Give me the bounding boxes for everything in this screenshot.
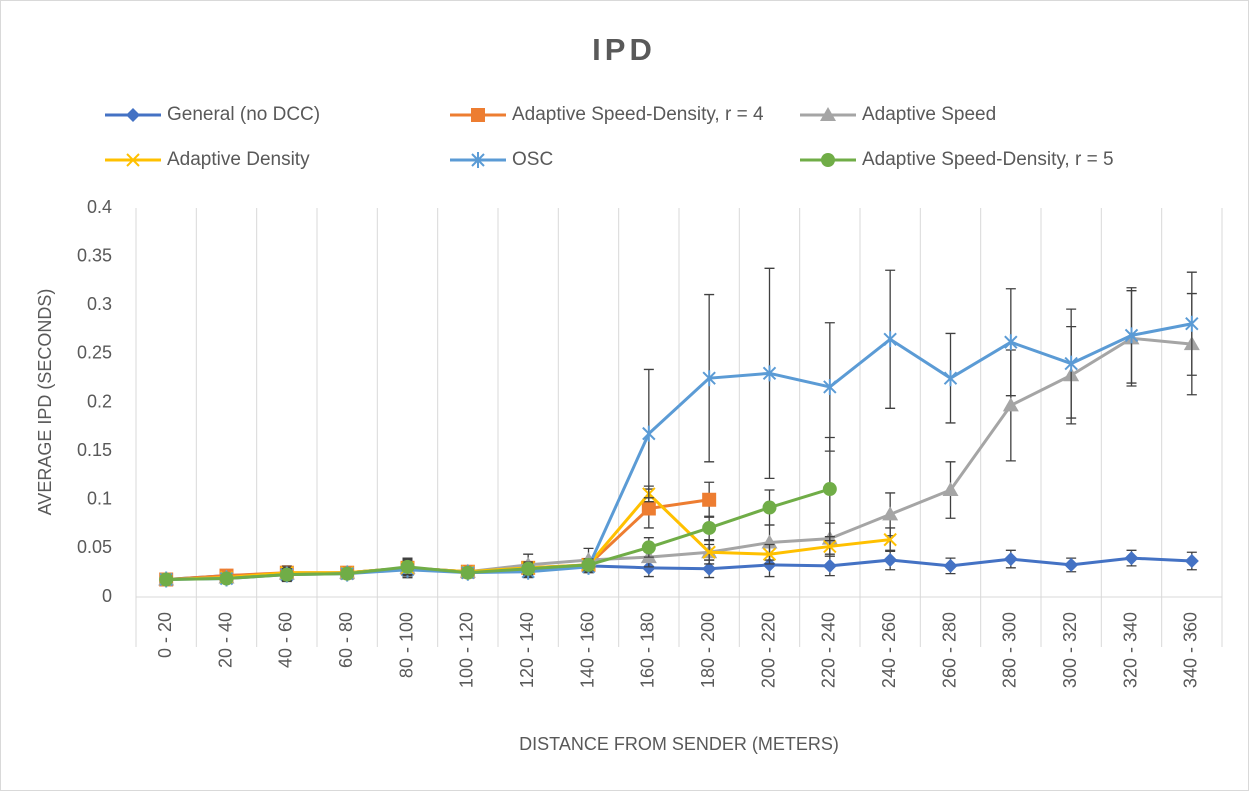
marker [823,539,837,554]
y-tick-label: 0.25 [77,343,112,363]
marker [1124,551,1139,566]
y-tick-label: 0.4 [87,197,112,217]
y-tick-label: 0.3 [87,294,112,314]
marker [1124,327,1139,344]
legend-label: Adaptive Speed [862,104,996,125]
legend-marker [126,153,140,167]
x-tick-label: 120 - 140 [517,612,537,688]
y-tick-label: 0.15 [77,440,112,460]
marker [159,572,174,587]
marker [883,532,897,547]
marker [340,566,355,581]
x-tick-label: 80 - 100 [396,612,416,678]
legend-label: Adaptive Speed-Density, r = 5 [862,149,1114,170]
x-tick-label: 260 - 280 [939,612,959,688]
marker [883,331,897,348]
legend-label: General (no DCC) [167,104,320,125]
x-tick-label: 300 - 320 [1060,612,1080,688]
legend-label: OSC [512,149,553,170]
marker [641,540,656,555]
marker [279,567,294,582]
x-tick-label: 160 - 180 [638,612,658,688]
chart-title: IPD [592,32,656,67]
marker [702,492,717,507]
y-tick-label: 0.1 [87,489,112,509]
x-tick-label: 20 - 40 [215,612,235,668]
marker [219,571,234,586]
marker [1064,557,1079,572]
x-tick-label: 0 - 20 [155,612,175,658]
marker [1185,315,1199,332]
x-tick-label: 60 - 80 [336,612,356,668]
legend-marker [820,107,836,121]
legend-marker [471,152,485,168]
marker [943,370,958,387]
marker [702,370,716,387]
marker [822,482,837,497]
marker [1184,554,1199,569]
marker [822,558,837,573]
marker [883,553,898,568]
marker [581,557,596,572]
x-axis-label: DISTANCE FROM SENDER (METERS) [519,734,839,754]
x-tick-label: 140 - 160 [577,612,597,688]
y-axis-label: AVERAGE IPD (SECONDS) [35,289,55,516]
marker [762,365,777,382]
marker [1003,552,1018,567]
y-tick-label: 0.2 [87,391,112,411]
marker [762,500,777,515]
y-tick-label: 0 [102,586,112,606]
series-line [166,487,831,581]
legend-marker [821,153,835,167]
x-tick-label: 220 - 240 [819,612,839,688]
x-tick-label: 280 - 300 [1000,612,1020,688]
marker [943,558,958,573]
marker [641,501,656,516]
legend-marker [126,108,140,122]
legend-label: Adaptive Speed-Density, r = 4 [512,104,764,125]
marker [702,561,717,576]
x-tick-label: 180 - 200 [698,612,718,688]
x-tick-label: 100 - 120 [457,612,477,688]
marker [702,520,717,535]
marker [882,506,899,521]
marker [460,565,475,580]
legend-marker [471,108,485,122]
marker [1002,397,1019,412]
legend-label: Adaptive Density [167,149,310,170]
marker [400,559,415,574]
marker [702,545,716,559]
marker [942,482,959,497]
x-tick-label: 340 - 360 [1181,612,1201,688]
y-tick-label: 0.35 [77,245,112,265]
x-tick-label: 40 - 60 [276,612,296,668]
marker [1064,355,1078,372]
marker [823,378,837,395]
marker [642,425,656,442]
x-tick-label: 240 - 260 [879,612,899,688]
x-tick-label: 200 - 220 [758,612,778,688]
marker [1004,334,1018,351]
y-tick-label: 0.05 [77,537,112,557]
x-tick-label: 320 - 340 [1120,612,1140,688]
marker [762,547,777,561]
marker [521,561,536,576]
marker [762,557,777,572]
marker [641,560,656,575]
